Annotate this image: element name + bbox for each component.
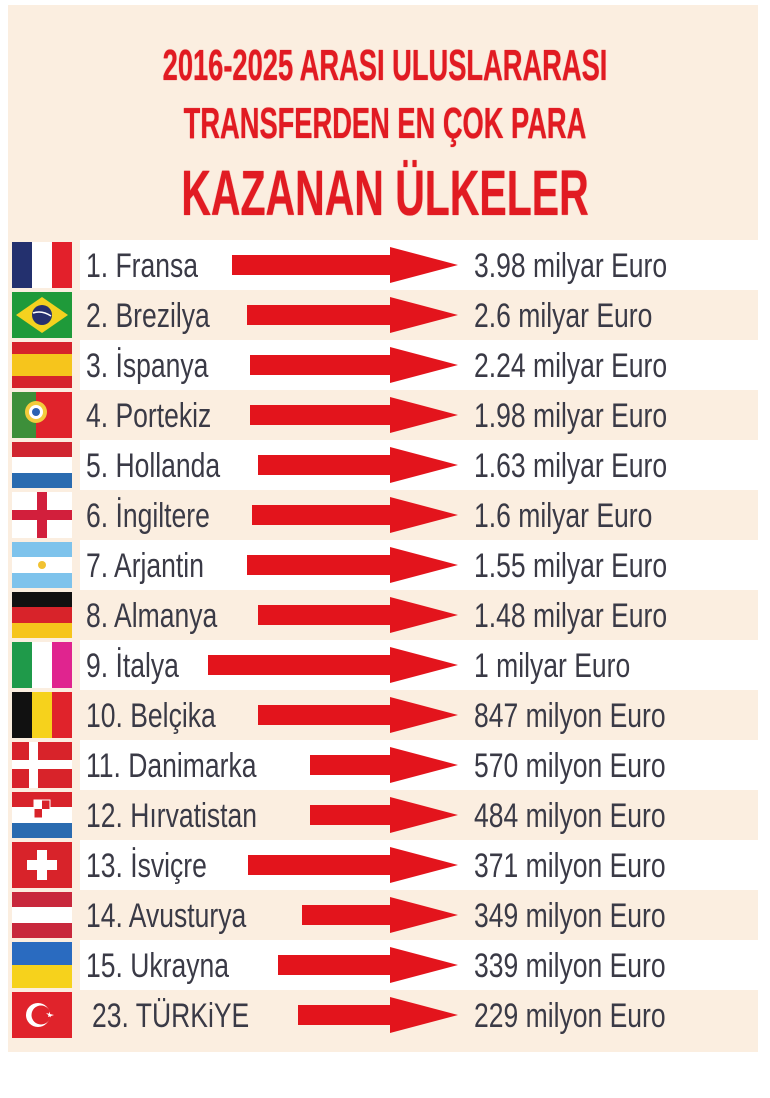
france-flag-icon xyxy=(12,242,72,288)
spain-flag-icon xyxy=(12,342,72,388)
list-item: 5. Hollanda 1.63 milyar Euro xyxy=(0,440,770,490)
country-label: 2. Brezilya xyxy=(86,297,210,335)
transfer-value: 1.48 milyar Euro xyxy=(474,597,668,635)
list-item: 10. Belçika 847 milyon Euro xyxy=(0,690,770,740)
arrow-icon xyxy=(248,847,458,883)
argentina-flag-icon xyxy=(12,542,72,588)
transfer-value: 1.55 milyar Euro xyxy=(474,547,668,585)
arrow-icon xyxy=(250,397,458,433)
list-item: 2. Brezilya 2.6 milyar Euro xyxy=(0,290,770,340)
country-label: 12. Hırvatistan xyxy=(86,797,257,835)
transfer-value: 570 milyon Euro xyxy=(474,747,666,785)
list-item: 15. Ukrayna 339 milyon Euro xyxy=(0,940,770,990)
transfer-value: 1.6 milyar Euro xyxy=(474,497,653,535)
arrow-icon xyxy=(252,497,458,533)
country-label: 11. Danimarka xyxy=(86,747,257,785)
country-label: 3. İspanya xyxy=(86,347,209,385)
ukraine-flag-icon xyxy=(12,942,72,988)
country-label: 5. Hollanda xyxy=(86,447,221,485)
arrow-icon xyxy=(258,697,458,733)
germany-flag-icon xyxy=(12,592,72,638)
croatia-flag-icon xyxy=(12,792,72,838)
list-item: 12. Hırvatistan 484 milyon Euro xyxy=(0,790,770,840)
list-item: 13. İsviçre 371 milyon Euro xyxy=(0,840,770,890)
country-label: 4. Portekiz xyxy=(86,397,212,435)
title-line-3: KAZANAN ÜLKELER xyxy=(181,157,589,229)
transfer-value: 2.6 milyar Euro xyxy=(474,297,653,335)
belgium-flag-icon xyxy=(12,692,72,738)
arrow-icon xyxy=(250,347,458,383)
turkey-flag-icon xyxy=(12,992,72,1038)
list-item: 14. Avusturya 349 milyon Euro xyxy=(0,890,770,940)
country-label: 1. Fransa xyxy=(86,247,199,285)
country-label: 23. TÜRKiYE xyxy=(92,997,250,1035)
country-label: 10. Belçika xyxy=(86,697,216,735)
austria-flag-icon xyxy=(12,892,72,938)
list-item: 8. Almanya 1.48 milyar Euro xyxy=(0,590,770,640)
transfer-value: 339 milyon Euro xyxy=(474,947,666,985)
transfer-value: 349 milyon Euro xyxy=(474,897,666,935)
transfer-value: 1.63 milyar Euro xyxy=(474,447,668,485)
arrow-icon xyxy=(278,947,458,983)
transfer-value: 229 milyon Euro xyxy=(474,997,666,1035)
transfer-value: 371 milyon Euro xyxy=(474,847,666,885)
arrow-icon xyxy=(232,247,458,283)
netherlands-flag-icon xyxy=(12,442,72,488)
arrow-icon xyxy=(310,747,458,783)
country-label: 6. İngiltere xyxy=(86,497,210,535)
list-item: 7. Arjantin 1.55 milyar Euro xyxy=(0,540,770,590)
list-item: 23. TÜRKiYE 229 milyon Euro xyxy=(0,990,770,1040)
england-flag-icon xyxy=(12,492,72,538)
country-label: 13. İsviçre xyxy=(86,847,207,885)
country-label: 9. İtalya xyxy=(86,647,179,685)
title-line-2: TRANSFERDEN EN ÇOK PARA xyxy=(183,99,587,148)
brazil-flag-icon xyxy=(12,292,72,338)
arrow-icon xyxy=(247,297,458,333)
transfer-value: 1.98 milyar Euro xyxy=(474,397,668,435)
list-item: 4. Portekiz 1.98 milyar Euro xyxy=(0,390,770,440)
list-item: 6. İngiltere 1.6 milyar Euro xyxy=(0,490,770,540)
list-item: 1. Fransa 3.98 milyar Euro xyxy=(0,240,770,290)
arrow-icon xyxy=(302,897,458,933)
list-item: 11. Danimarka 570 milyon Euro xyxy=(0,740,770,790)
denmark-flag-icon xyxy=(12,742,72,788)
italy-flag-icon xyxy=(12,642,72,688)
arrow-icon xyxy=(258,447,458,483)
list-item: 9. İtalya 1 milyar Euro xyxy=(0,640,770,690)
arrow-icon xyxy=(310,797,458,833)
switzerland-flag-icon xyxy=(12,842,72,888)
transfer-value: 484 milyon Euro xyxy=(474,797,666,835)
transfer-value: 2.24 milyar Euro xyxy=(474,347,668,385)
transfer-value: 3.98 milyar Euro xyxy=(474,247,668,285)
transfer-value: 847 milyon Euro xyxy=(474,697,666,735)
country-label: 15. Ukrayna xyxy=(86,947,229,985)
title-line-1: 2016-2025 ARASI ULUSLARARASI xyxy=(162,41,608,90)
ranking-list: 1. Fransa 3.98 milyar Euro 2. Brezilya 2… xyxy=(0,240,770,1040)
arrow-icon xyxy=(298,997,458,1033)
country-label: 8. Almanya xyxy=(86,597,218,635)
arrow-icon xyxy=(258,597,458,633)
country-label: 7. Arjantin xyxy=(86,547,204,585)
transfer-value: 1 milyar Euro xyxy=(474,647,631,685)
list-item: 3. İspanya 2.24 milyar Euro xyxy=(0,340,770,390)
portugal-flag-icon xyxy=(12,392,72,438)
arrow-icon xyxy=(247,547,458,583)
country-label: 14. Avusturya xyxy=(86,897,247,935)
arrow-icon xyxy=(208,647,458,683)
